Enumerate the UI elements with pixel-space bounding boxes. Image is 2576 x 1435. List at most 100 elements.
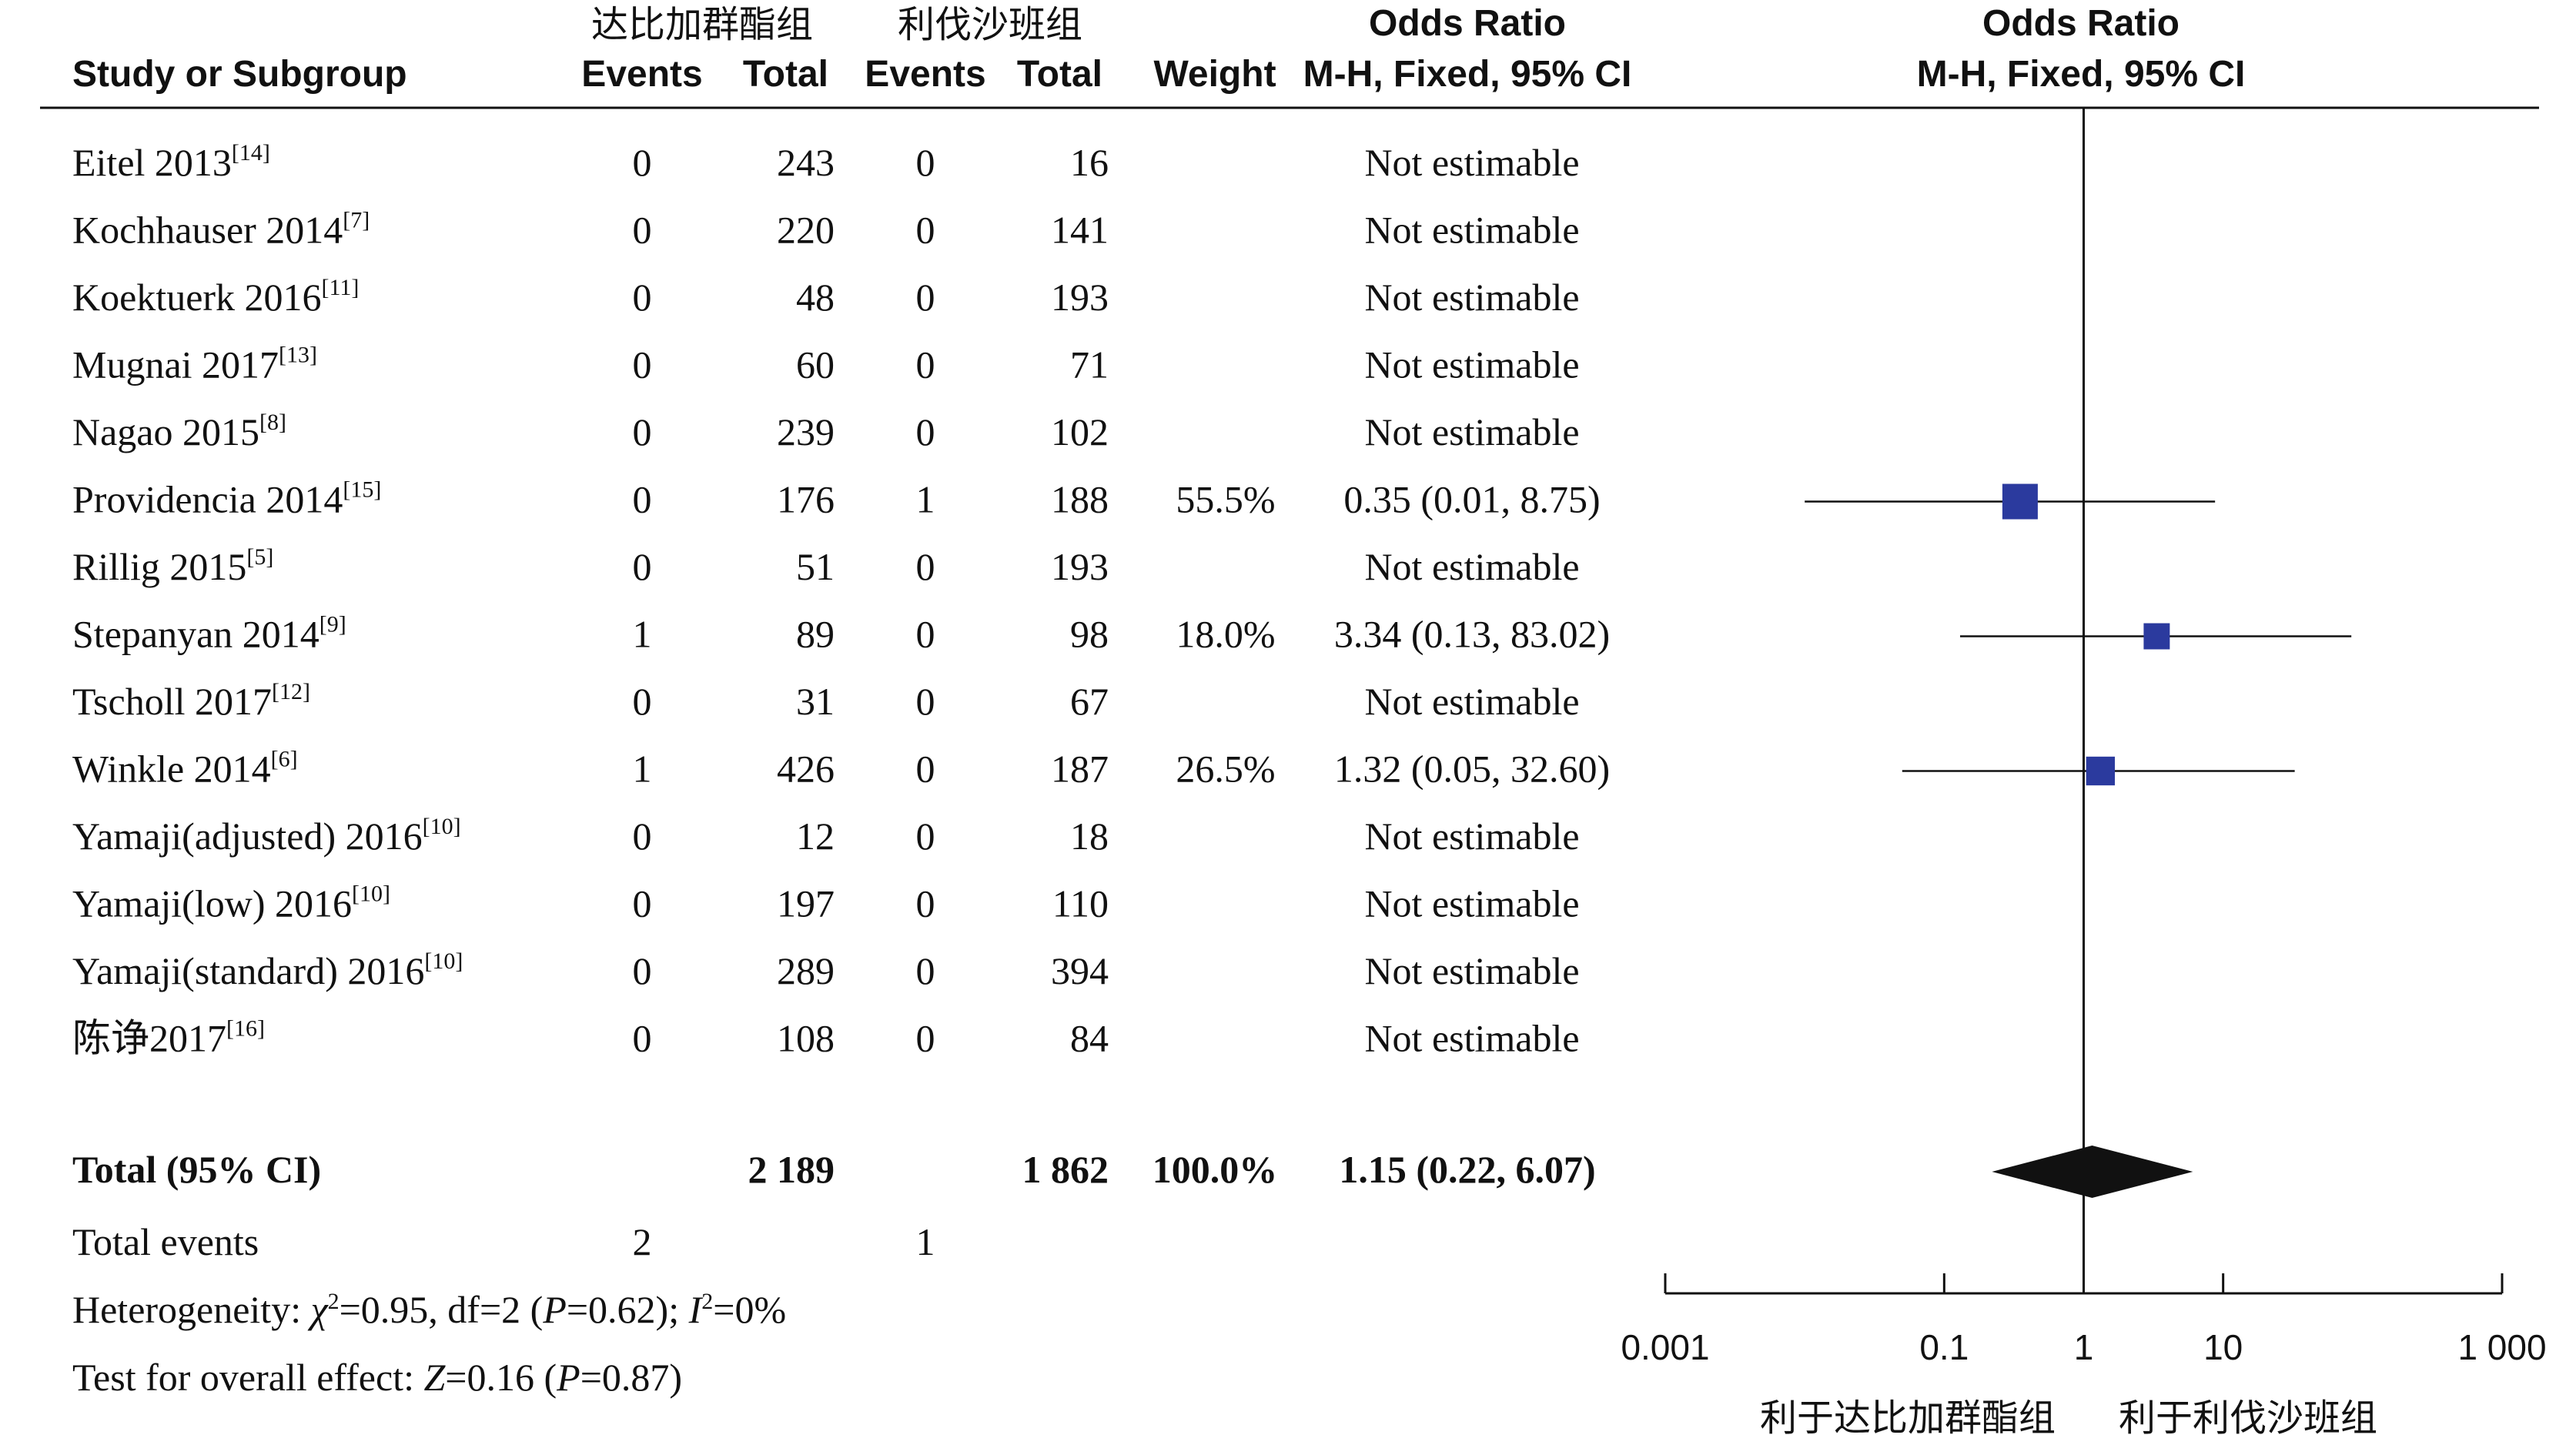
total-2: 16 — [1070, 141, 1109, 184]
weight: 26.5% — [1176, 748, 1275, 791]
events-1: 0 — [633, 1017, 652, 1060]
total-1: 51 — [796, 545, 835, 588]
table-row: Tscholl 2017[12] 0 31 0 67 Not estimable — [72, 679, 1580, 723]
total-2: 394 — [1051, 949, 1109, 992]
total-n2: 1 862 — [1022, 1148, 1109, 1191]
or-ci-text: 0.35 (0.01, 8.75) — [1343, 478, 1600, 521]
or-ci-text: Not estimable — [1364, 343, 1579, 386]
overall-effect-text: Test for overall effect: Z=0.16 (P=0.87) — [72, 1356, 682, 1399]
events-2: 0 — [916, 613, 935, 656]
study-name: Nagao 2015[8] — [72, 410, 286, 453]
events-1: 1 — [633, 748, 652, 791]
total-1: 31 — [796, 680, 835, 723]
total-1: 220 — [777, 209, 835, 252]
events-2: 0 — [916, 1017, 935, 1060]
table-row: Providencia 2014[15] 0 176 1 188 55.5% 0.35 (0… — [72, 477, 1601, 521]
weight: 55.5% — [1176, 478, 1275, 521]
total-2: 98 — [1070, 613, 1109, 656]
table-row: Eitel 2013[14] 0 243 0 16 Not estimable — [72, 140, 1580, 184]
study-name: Rillig 2015[5] — [72, 544, 273, 588]
study-name: Stepanyan 2014[9] — [72, 612, 346, 656]
total-1: 197 — [777, 882, 835, 925]
events-1: 0 — [633, 276, 652, 319]
total-2: 102 — [1051, 410, 1109, 453]
group2-header: 利伐沙班组 — [898, 3, 1082, 46]
total-events-label: Total events — [72, 1220, 259, 1263]
table-row: Mugnai 2017[13] 0 60 0 71 Not estimable — [72, 343, 1580, 386]
study-name: Yamaji(adjusted) 2016[10] — [72, 814, 461, 858]
table-row: Yamaji(standard) 2016[10] 0 289 0 394 Not est… — [72, 948, 1580, 992]
total-2: 141 — [1051, 209, 1109, 252]
events-2: 0 — [916, 141, 935, 184]
events-2: 0 — [916, 276, 935, 319]
or-method-header: M-H, Fixed, 95% CI — [1303, 54, 1632, 95]
or-ci-text: Not estimable — [1364, 209, 1579, 252]
or-ci-text: Not estimable — [1364, 545, 1579, 588]
or-ci-text: Not estimable — [1364, 949, 1579, 992]
events-2: 0 — [916, 882, 935, 925]
heterogeneity-text: Heterogeneity: χ2=0.95, df=2 (P=0.62); I… — [72, 1288, 786, 1331]
tick-label: 0.1 — [1919, 1327, 1969, 1367]
plot-title-header: Odds Ratio — [1982, 3, 2180, 44]
events-1: 0 — [633, 949, 652, 992]
tick-label: 10 — [2203, 1327, 2243, 1367]
table-row: 陈诤2017[16] 0 108 0 84 Not estimable — [72, 1016, 1580, 1060]
events-2: 0 — [916, 410, 935, 453]
total-1: 289 — [777, 949, 835, 992]
events2-header: Events — [865, 54, 985, 95]
total-ci-text: 1.15 (0.22, 6.07) — [1339, 1148, 1595, 1191]
total-1: 48 — [796, 276, 835, 319]
x-axis: 0.001 0.1 1 10 1 000 — [1621, 1273, 2547, 1367]
events1-header: Events — [581, 54, 702, 95]
table-row: Yamaji(low) 2016[10] 0 197 0 110 Not estimabl… — [72, 881, 1580, 925]
events-1: 0 — [633, 545, 652, 588]
events-2: 0 — [916, 748, 935, 791]
events-2: 0 — [916, 815, 935, 858]
events-1: 0 — [633, 680, 652, 723]
pooled-diamond — [1992, 1146, 2193, 1198]
events-2: 0 — [916, 209, 935, 252]
total-1: 12 — [796, 815, 835, 858]
weight-header: Weight — [1153, 54, 1276, 95]
point-estimate-square — [2086, 756, 2116, 786]
point-estimate-square — [2143, 623, 2170, 650]
total-label: Total (95% CI) — [72, 1148, 321, 1191]
total-1: 243 — [777, 141, 835, 184]
events-1: 0 — [633, 343, 652, 386]
total-events-2: 1 — [916, 1220, 935, 1263]
table-row: Nagao 2015[8] 0 239 0 102 Not estimable — [72, 410, 1580, 453]
study-name: 陈诤2017[16] — [72, 1016, 265, 1060]
table-row: Rillig 2015[5] 0 51 0 193 Not estimable — [72, 544, 1580, 588]
total-n1: 2 189 — [748, 1148, 835, 1191]
total-1: 239 — [777, 410, 835, 453]
total-2: 110 — [1052, 882, 1109, 925]
total-1: 426 — [777, 748, 835, 791]
table-row: Stepanyan 2014[9] 1 89 0 98 18.0% 3.34 (0.13, … — [72, 612, 1610, 656]
or-title-header: Odds Ratio — [1369, 3, 1566, 44]
tick-label: 0.001 — [1621, 1327, 1709, 1367]
group1-header: 达比加群酯组 — [591, 3, 813, 46]
total-2: 18 — [1070, 815, 1109, 858]
study-name: Yamaji(standard) 2016[10] — [72, 948, 463, 992]
tick-label: 1 — [2074, 1327, 2094, 1367]
study-name: Eitel 2013[14] — [72, 140, 270, 184]
or-ci-text: Not estimable — [1364, 141, 1579, 184]
favours-right-label: 利于利伐沙班组 — [2119, 1397, 2377, 1435]
total-2: 187 — [1051, 748, 1109, 791]
or-ci-text: Not estimable — [1364, 815, 1579, 858]
or-ci-text: Not estimable — [1364, 410, 1579, 453]
total-2: 193 — [1051, 276, 1109, 319]
events-2: 1 — [916, 478, 935, 521]
study-name: Providencia 2014[15] — [72, 477, 381, 521]
or-ci-text: Not estimable — [1364, 882, 1579, 925]
weight: 18.0% — [1176, 613, 1275, 656]
total-2: 193 — [1051, 545, 1109, 588]
events-1: 1 — [633, 613, 652, 656]
total-1: 89 — [796, 613, 835, 656]
total-events-1: 2 — [633, 1220, 652, 1263]
events-1: 0 — [633, 410, 652, 453]
events-2: 0 — [916, 949, 935, 992]
total-2: 71 — [1070, 343, 1109, 386]
total-2: 84 — [1070, 1017, 1109, 1060]
